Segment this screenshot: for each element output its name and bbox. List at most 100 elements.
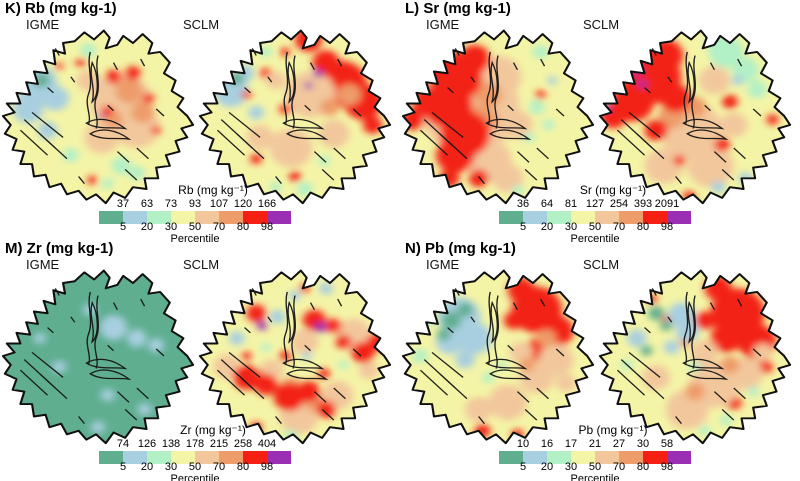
panel-m-zr: M) Zr (mg kg-1) IGME SCLM [0, 240, 400, 481]
map-m-sclm [198, 267, 392, 445]
colorbar-value: 120 [233, 198, 253, 210]
colorbar-n-values: 10 16 17 21 27 30 58 [499, 438, 691, 451]
colorbar-k: Rb (mg kg⁻¹) 37 63 73 93 107 120 166 5 20 30 50 70… [99, 183, 291, 245]
colorbar-value: 64 [540, 198, 554, 210]
colorbar-segment-red [243, 211, 267, 224]
colorbar-value: 126 [137, 438, 157, 450]
colorbar-value: 2091 [654, 198, 680, 210]
panel-l-igme-label: IGME [426, 17, 460, 32]
colorbar-percentile: 98 [660, 461, 674, 473]
colorbar-l-bar [499, 211, 691, 224]
panel-k-sclm-label: SCLM [183, 17, 220, 32]
colorbar-m-percentile-label: Percentile [170, 473, 220, 481]
colorbar-n-percentile-label: Percentile [570, 473, 620, 481]
colorbar-segment-teal [499, 211, 523, 224]
colorbar-percentile: 98 [260, 461, 274, 473]
colorbar-percentile: 50 [588, 461, 602, 473]
panel-n-title: N) Pb (mg kg-1) [405, 240, 516, 257]
panel-k-igme-label: IGME [26, 17, 60, 32]
colorbar-segment-orange [219, 451, 243, 464]
colorbar-percentile: 30 [564, 461, 578, 473]
colorbar-l: Sr (mg kg⁻¹) 36 64 81 127 254 393 2091 5 20 30 50… [499, 183, 691, 245]
colorbar-segment-purple [667, 451, 691, 464]
colorbar-value: 93 [188, 198, 202, 210]
colorbar-k-bar [99, 211, 291, 224]
colorbar-l-label: Sr (mg kg⁻¹) [579, 183, 647, 197]
colorbar-l-percentiles: 5 20 30 50 70 80 98 [499, 221, 691, 233]
colorbar-segment-yellow [171, 451, 195, 464]
map-l-igme [401, 27, 595, 205]
colorbar-percentile: 5 [119, 461, 127, 473]
colorbar-percentile: 50 [588, 221, 602, 233]
panel-n-pb: N) Pb (mg kg-1) IGME SCLM [400, 240, 800, 481]
colorbar-value: 36 [516, 198, 530, 210]
colorbar-percentile: 30 [564, 221, 578, 233]
colorbar-percentile: 20 [140, 461, 154, 473]
colorbar-k-percentile-label: Percentile [170, 233, 220, 245]
colorbar-value: 10 [516, 438, 530, 450]
colorbar-value: 166 [257, 198, 277, 210]
colorbar-percentile: 70 [612, 461, 626, 473]
colorbar-n-bar [499, 451, 691, 464]
colorbar-segment-yellow [571, 451, 595, 464]
colorbar-k-label: Rb (mg kg⁻¹) [178, 183, 248, 197]
colorbar-segment-mint [547, 211, 571, 224]
colorbar-percentile: 80 [236, 221, 250, 233]
colorbar-value: 21 [588, 438, 602, 450]
colorbar-value: 74 [116, 438, 130, 450]
colorbar-percentile: 80 [236, 461, 250, 473]
colorbar-segment-lightblue [123, 451, 147, 464]
colorbar-value: 215 [209, 438, 229, 450]
colorbar-m-values: 74 126 138 178 215 258 404 [99, 438, 291, 451]
panel-l-sclm-label: SCLM [583, 17, 620, 32]
colorbar-value: 127 [585, 198, 605, 210]
colorbar-value: 258 [233, 438, 253, 450]
panel-l-title: L) Sr (mg kg-1) [405, 0, 511, 17]
colorbar-value: 178 [185, 438, 205, 450]
colorbar-value: 393 [633, 198, 653, 210]
colorbar-percentile: 98 [260, 221, 274, 233]
colorbar-value: 58 [660, 438, 674, 450]
colorbar-n-percentiles: 5 20 30 50 70 80 98 [499, 461, 691, 473]
colorbar-segment-orange [219, 211, 243, 224]
colorbar-value: 30 [636, 438, 650, 450]
colorbar-segment-tan [595, 211, 619, 224]
colorbar-percentile: 80 [636, 461, 650, 473]
map-m-igme [1, 267, 195, 445]
map-n-igme [401, 267, 595, 445]
map-n-sclm [598, 267, 792, 445]
colorbar-n-label: Pb (mg kg⁻¹) [578, 423, 648, 437]
map-l-sclm [598, 27, 792, 205]
colorbar-m: Zr (mg kg⁻¹) 74 126 138 178 215 258 404 5 20 30 5… [99, 423, 291, 481]
colorbar-segment-red [643, 211, 667, 224]
colorbar-percentile: 20 [540, 221, 554, 233]
colorbar-value: 404 [257, 438, 277, 450]
colorbar-segment-purple [267, 211, 291, 224]
colorbar-segment-teal [99, 211, 123, 224]
colorbar-value: 73 [164, 198, 178, 210]
colorbar-percentile: 20 [540, 461, 554, 473]
colorbar-m-label: Zr (mg kg⁻¹) [180, 423, 246, 437]
colorbar-segment-mint [147, 451, 171, 464]
panel-m-igme-label: IGME [26, 257, 60, 272]
colorbar-value: 63 [140, 198, 154, 210]
colorbar-value: 37 [116, 198, 130, 210]
colorbar-percentile: 5 [519, 461, 527, 473]
colorbar-percentile: 70 [212, 221, 226, 233]
colorbar-l-percentile-label: Percentile [570, 233, 620, 245]
colorbar-segment-purple [267, 451, 291, 464]
colorbar-segment-mint [147, 211, 171, 224]
colorbar-value: 81 [564, 198, 578, 210]
colorbar-percentile: 5 [119, 221, 127, 233]
colorbar-segment-yellow [571, 211, 595, 224]
panel-m-sclm-label: SCLM [183, 257, 220, 272]
colorbar-segment-lightblue [523, 451, 547, 464]
colorbar-percentile: 30 [164, 461, 178, 473]
colorbar-m-percentiles: 5 20 30 50 70 80 98 [99, 461, 291, 473]
colorbar-k-values: 37 63 73 93 107 120 166 [99, 198, 291, 211]
colorbar-value: 107 [209, 198, 229, 210]
colorbar-segment-tan [595, 451, 619, 464]
colorbar-segment-purple [667, 211, 691, 224]
colorbar-n: Pb (mg kg⁻¹) 10 16 17 21 27 30 58 5 20 30 50 70 80 9… [499, 423, 691, 481]
